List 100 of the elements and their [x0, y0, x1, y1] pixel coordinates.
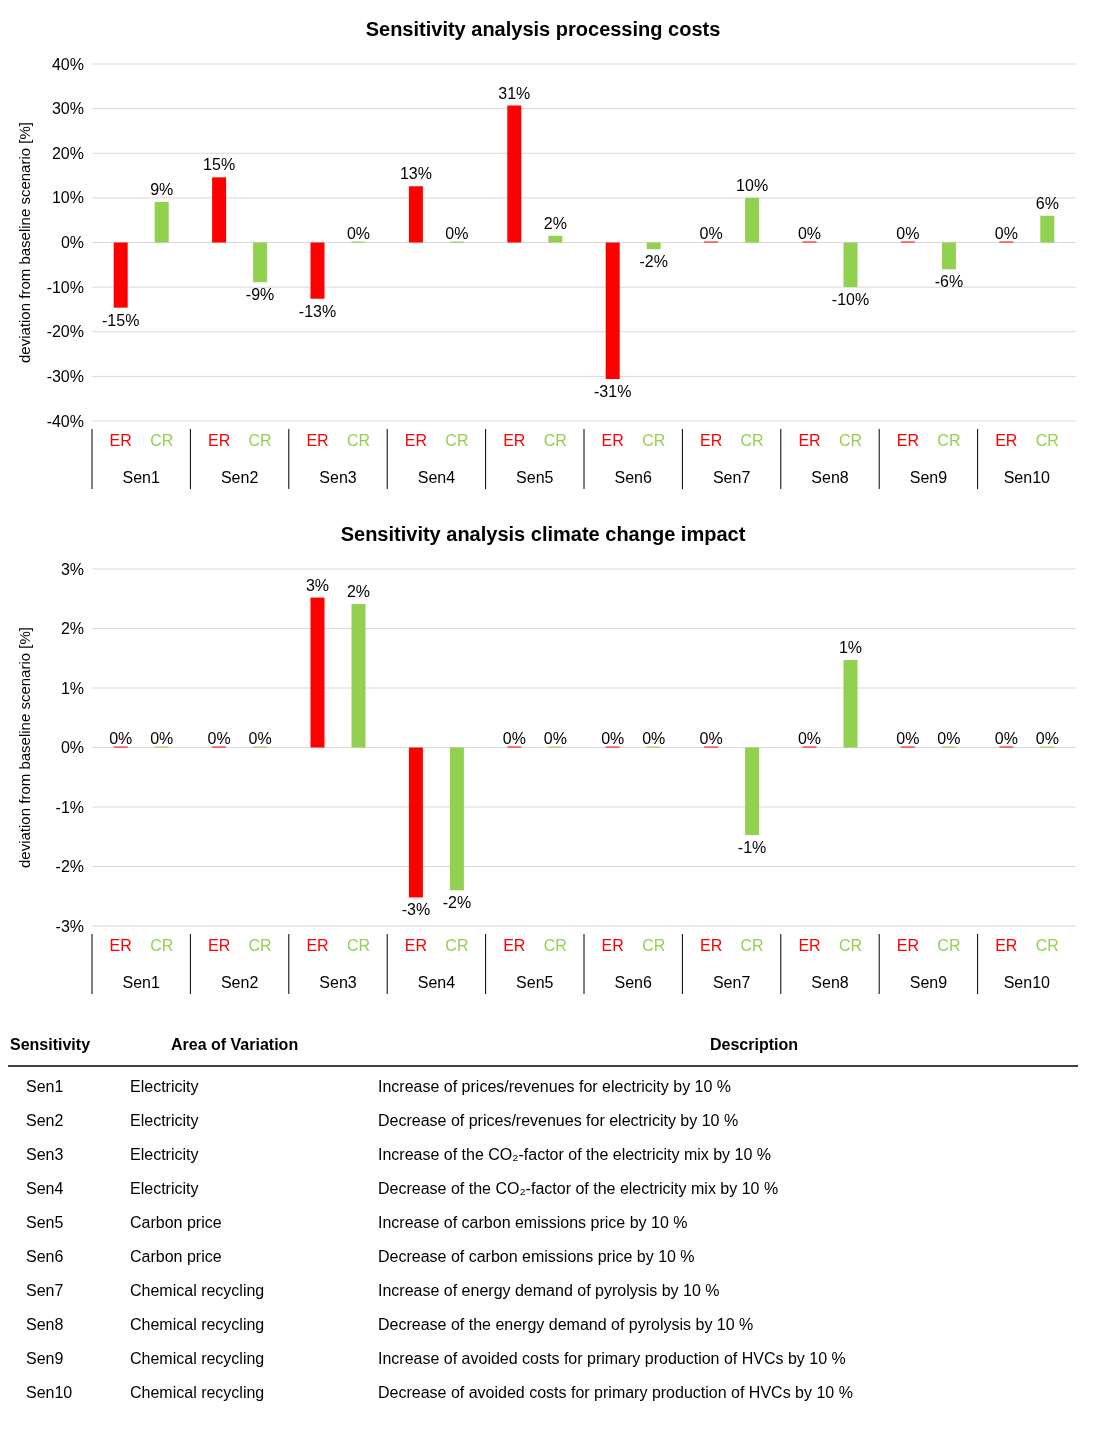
data-label: -31%: [594, 383, 632, 401]
text: ER: [699, 432, 723, 449]
text: CR: [838, 432, 863, 449]
text: ER: [404, 432, 428, 449]
text: CR: [642, 937, 666, 954]
data-label: -10%: [831, 291, 870, 309]
x-tick-label: Sen8: [811, 469, 849, 486]
text: Sensitivity: [10, 1036, 91, 1053]
data-label: 0%: [797, 224, 822, 242]
bar: [253, 242, 268, 283]
bar: [408, 186, 423, 243]
y-tick-label: 1%: [60, 679, 84, 697]
data-label: 3%: [305, 576, 330, 594]
data-label: 0%: [994, 729, 1018, 747]
text: Sen9: [26, 1350, 64, 1367]
text: Electricity: [130, 1146, 199, 1163]
bar: [113, 242, 128, 308]
text: Sen3: [26, 1146, 64, 1163]
data-label: 0%: [994, 224, 1018, 242]
y-tick-label: -3%: [55, 917, 84, 935]
bar: [408, 747, 423, 898]
bar: [310, 242, 325, 299]
bar: [507, 105, 522, 243]
y-tick-label: 40%: [51, 55, 84, 73]
x-tick-label: Sen2: [220, 469, 259, 486]
data-label: 0%: [699, 729, 723, 747]
text: CR: [150, 937, 174, 954]
bar: [351, 604, 366, 748]
data-label: 0%: [896, 224, 920, 242]
data-label: 10%: [736, 176, 769, 194]
text: Electricity: [130, 1078, 199, 1095]
data-label: 9%: [150, 180, 174, 198]
data-label: -9%: [245, 286, 275, 304]
x-tick-label: Sen3: [319, 469, 357, 486]
text: Sen6: [26, 1248, 64, 1265]
text: ER: [306, 937, 329, 954]
data-label: 0%: [699, 224, 723, 242]
text: Decrease of the energy demand of pyrolysis by 10 %: [378, 1316, 754, 1333]
x-tick-label: Sen10: [1003, 974, 1051, 991]
data-label: 0%: [1035, 729, 1059, 747]
x-tick-label: Sen9: [909, 469, 948, 486]
data-label: -2%: [442, 894, 472, 912]
text: Decrease of carbon emissions price by 10 %: [378, 1248, 695, 1265]
text: Sen5: [26, 1214, 64, 1231]
x-tick-label: Sen7: [712, 469, 751, 486]
bar: [745, 747, 760, 835]
x-tick-label: Sen8: [811, 974, 849, 991]
data-label: -1%: [737, 838, 767, 856]
bar: [212, 177, 227, 243]
x-tick-label: Sen3: [319, 974, 357, 991]
bar: [843, 660, 858, 748]
y-tick-label: -20%: [46, 323, 84, 341]
text: ER: [896, 432, 920, 449]
text: Sen4: [26, 1180, 64, 1197]
text: CR: [937, 432, 961, 449]
y-tick-label: 0%: [60, 234, 84, 252]
text: CR: [1035, 937, 1059, 954]
x-tick-label: Sen6: [614, 974, 652, 991]
text: ER: [404, 937, 428, 954]
text: ER: [601, 937, 624, 954]
x-tick-label: Sen2: [220, 974, 259, 991]
data-label: 0%: [346, 224, 371, 242]
y-tick-label: -30%: [46, 367, 84, 385]
text: Chemical recycling: [130, 1350, 265, 1367]
data-label: -6%: [934, 273, 964, 291]
text: Description: [709, 1036, 799, 1053]
text: CR: [346, 937, 371, 954]
text: CR: [642, 432, 666, 449]
data-label: 6%: [1035, 194, 1059, 212]
text: Carbon price: [130, 1214, 222, 1231]
data-label: 13%: [399, 165, 432, 183]
y-tick-label: 10%: [51, 189, 84, 207]
text: ER: [798, 432, 821, 449]
data-label: 0%: [502, 729, 526, 747]
x-tick-label: Sen4: [417, 469, 456, 486]
text: ER: [503, 432, 526, 449]
text: Sen2: [26, 1112, 64, 1129]
y-tick-label: -1%: [55, 798, 84, 816]
text: ER: [306, 432, 329, 449]
x-tick-label: Sen7: [712, 974, 751, 991]
text: Increase of carbon emissions price by 10 %: [378, 1214, 688, 1231]
text: Area of Variation: [171, 1036, 299, 1053]
text: Decrease of avoided costs for primary production of HVCs by 10 %: [378, 1384, 853, 1401]
text: ER: [699, 937, 723, 954]
x-tick-label: Sen9: [909, 974, 948, 991]
data-label: 0%: [601, 729, 625, 747]
x-tick-label: Sen10: [1003, 469, 1051, 486]
data-label: -13%: [298, 302, 337, 320]
text: CR: [445, 432, 469, 449]
bar: [1040, 215, 1055, 243]
y-axis-title: deviation from baseline scenario [%]: [16, 627, 33, 868]
text: Decrease of the CO₂-factor of the electricity mix by 10 %: [378, 1180, 779, 1197]
y-tick-label: -10%: [46, 278, 84, 296]
data-label: -2%: [639, 253, 668, 271]
text: Sen8: [26, 1316, 64, 1333]
data-label: 0%: [543, 729, 567, 747]
data-label: 0%: [445, 224, 469, 242]
text: ER: [503, 937, 526, 954]
bar: [548, 235, 563, 243]
x-tick-label: Sen5: [516, 974, 554, 991]
